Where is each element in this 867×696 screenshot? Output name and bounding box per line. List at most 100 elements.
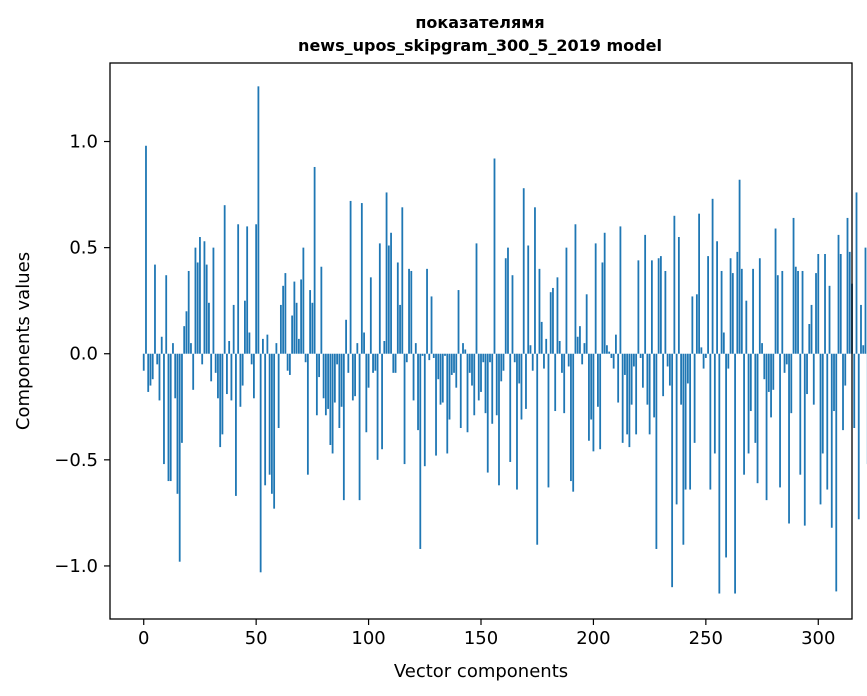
bar-155 bbox=[491, 353, 494, 424]
bar-119 bbox=[410, 270, 413, 354]
bar-206 bbox=[606, 345, 608, 354]
bar-14 bbox=[174, 353, 177, 399]
bar-80 bbox=[322, 353, 325, 399]
bar-160 bbox=[502, 353, 505, 371]
bar-319 bbox=[860, 304, 862, 354]
bar-64 bbox=[286, 353, 289, 371]
bar-118 bbox=[408, 268, 410, 354]
bar-195 bbox=[581, 353, 584, 365]
bar-125 bbox=[423, 353, 426, 467]
bar-249 bbox=[702, 353, 705, 369]
bar-115 bbox=[401, 207, 404, 354]
bar-3 bbox=[149, 353, 152, 386]
bar-32 bbox=[214, 353, 217, 373]
bar-196 bbox=[583, 343, 586, 354]
bar-291 bbox=[797, 270, 799, 354]
bar-268 bbox=[745, 300, 748, 354]
x-tick-label: 200 bbox=[576, 628, 610, 649]
bar-280 bbox=[772, 353, 775, 390]
bar-157 bbox=[495, 353, 498, 416]
bar-267 bbox=[743, 353, 745, 475]
bar-147 bbox=[473, 353, 476, 416]
bar-309 bbox=[837, 234, 840, 354]
bar-210 bbox=[615, 334, 617, 354]
bar-194 bbox=[579, 326, 581, 354]
bar-240 bbox=[682, 353, 685, 545]
bar-234 bbox=[668, 353, 671, 386]
bar-113 bbox=[396, 262, 399, 354]
bar-77 bbox=[315, 353, 318, 416]
bar-31 bbox=[212, 247, 215, 354]
bar-144 bbox=[466, 353, 469, 433]
bar-255 bbox=[716, 241, 718, 354]
bar-21 bbox=[190, 343, 192, 354]
bar-307 bbox=[833, 353, 835, 412]
bar-191 bbox=[572, 353, 575, 492]
bar-106 bbox=[381, 353, 383, 450]
bar-227 bbox=[653, 353, 656, 418]
bar-128 bbox=[430, 296, 433, 354]
bar-303 bbox=[824, 253, 826, 354]
bar-55 bbox=[266, 334, 269, 354]
x-tick-label: 150 bbox=[464, 628, 498, 649]
bar-229 bbox=[657, 258, 660, 354]
bar-177 bbox=[540, 321, 543, 354]
bar-39 bbox=[230, 353, 233, 401]
bar-274 bbox=[758, 258, 761, 354]
bar-197 bbox=[585, 294, 588, 354]
bar-297 bbox=[810, 304, 813, 354]
bar-136 bbox=[448, 353, 451, 420]
bar-60 bbox=[277, 353, 280, 428]
bar-47 bbox=[248, 332, 251, 354]
bar-286 bbox=[785, 353, 788, 365]
bar-84 bbox=[331, 353, 334, 454]
bar-28 bbox=[205, 264, 208, 354]
bar-241 bbox=[684, 353, 687, 490]
bar-151 bbox=[482, 353, 485, 363]
bar-138 bbox=[453, 353, 455, 373]
bar-193 bbox=[576, 336, 579, 354]
bar-321 bbox=[864, 247, 867, 354]
bar-243 bbox=[689, 353, 692, 490]
bar-26 bbox=[201, 353, 204, 365]
bar-242 bbox=[686, 353, 689, 384]
bar-166 bbox=[516, 353, 518, 490]
bar-275 bbox=[761, 343, 763, 354]
bar-29 bbox=[208, 302, 210, 354]
bar-185 bbox=[558, 341, 561, 354]
bar-232 bbox=[664, 270, 667, 354]
bar-216 bbox=[628, 353, 631, 448]
bar-311 bbox=[842, 353, 844, 431]
bar-225 bbox=[648, 353, 651, 435]
bar-295 bbox=[806, 353, 808, 395]
bar-37 bbox=[226, 353, 228, 395]
bar-305 bbox=[828, 285, 831, 354]
bar-187 bbox=[563, 353, 566, 414]
bar-264 bbox=[736, 251, 739, 354]
bar-78 bbox=[318, 353, 321, 378]
bar-18 bbox=[183, 326, 186, 354]
bar-262 bbox=[731, 273, 734, 354]
x-tick-label: 100 bbox=[351, 628, 385, 649]
bar-79 bbox=[320, 266, 323, 354]
bar-165 bbox=[513, 353, 516, 363]
bar-200 bbox=[592, 353, 595, 452]
bar-102 bbox=[372, 353, 374, 373]
bar-140 bbox=[457, 290, 460, 354]
bar-50 bbox=[255, 224, 258, 354]
bar-244 bbox=[691, 296, 694, 354]
bar-137 bbox=[450, 353, 453, 375]
bar-89 bbox=[342, 353, 345, 501]
y-tick-label: −0.5 bbox=[54, 450, 98, 471]
bar-51 bbox=[257, 86, 260, 354]
bar-188 bbox=[565, 247, 568, 354]
bar-198 bbox=[588, 353, 590, 441]
bar-93 bbox=[351, 353, 354, 401]
bar-114 bbox=[399, 304, 401, 354]
bar-183 bbox=[554, 353, 557, 412]
y-axis-ticks: −1.0 −0.5 0.0 0.5 1.0 bbox=[54, 132, 110, 577]
bar-282 bbox=[776, 275, 779, 354]
bar-170 bbox=[525, 353, 527, 409]
bar-293 bbox=[801, 270, 804, 354]
bar-43 bbox=[239, 353, 242, 407]
